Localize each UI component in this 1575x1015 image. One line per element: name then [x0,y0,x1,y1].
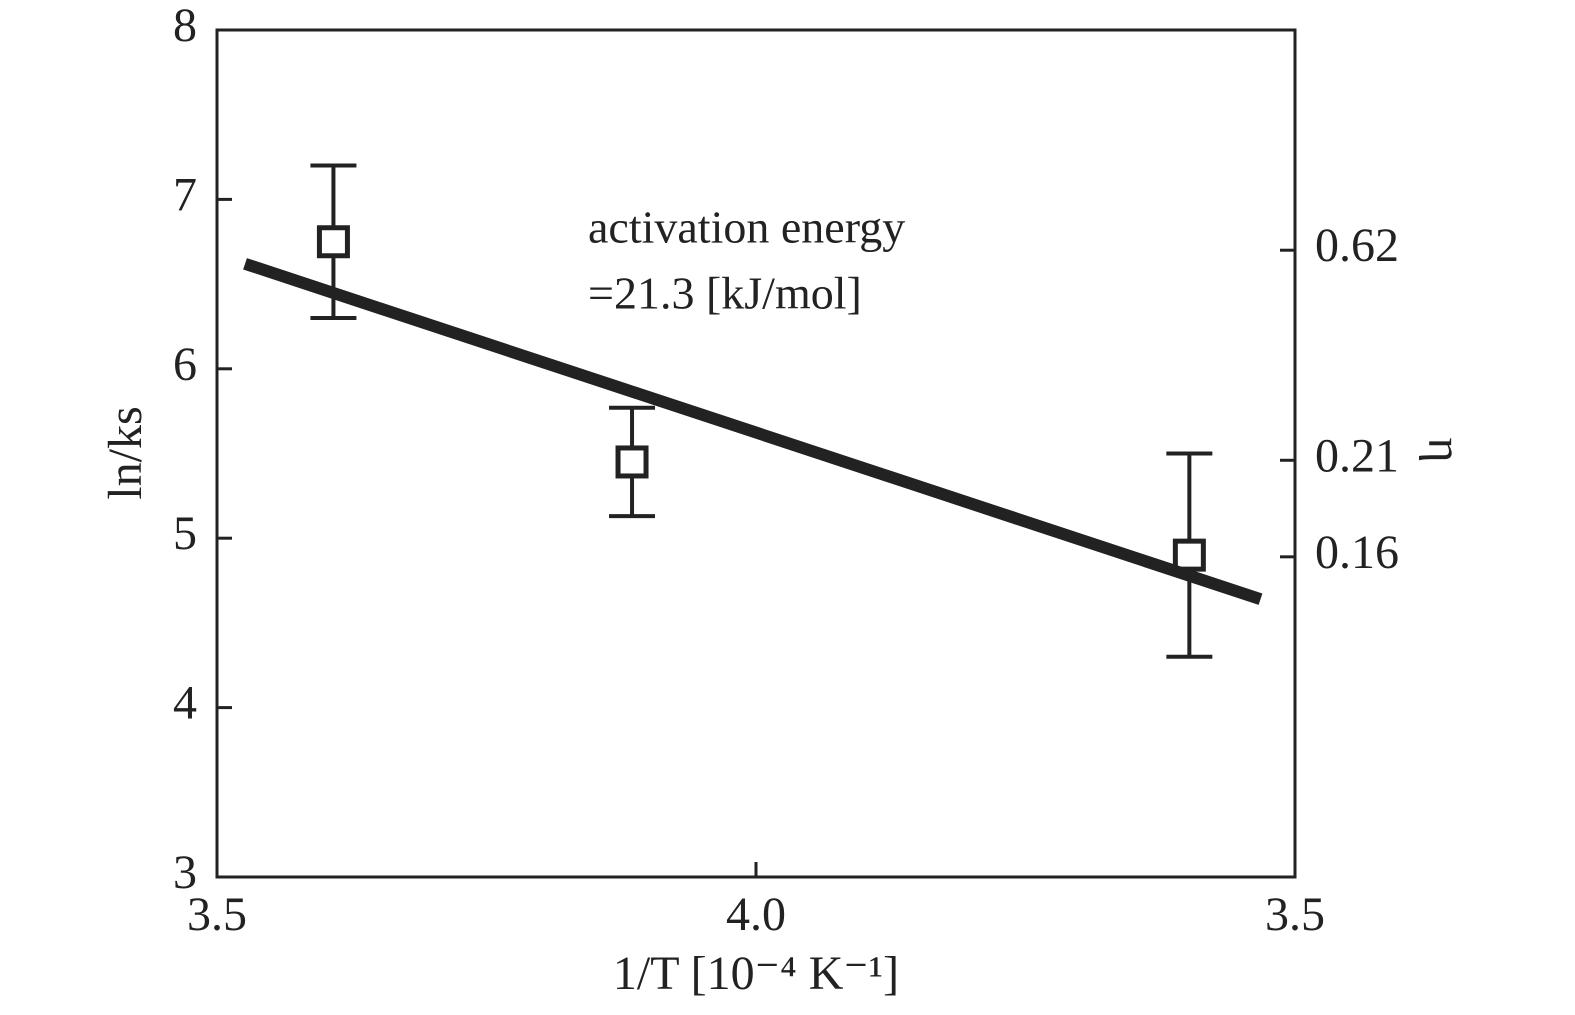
annotation: activation energy [588,202,905,253]
x-tick-label: 4.0 [726,888,786,941]
y2-tick-label: 0.16 [1315,526,1399,579]
marker [615,445,649,479]
marker [1172,538,1206,572]
y2-tick-label: 0.62 [1315,219,1399,272]
y2-axis-label: η [1418,437,1471,462]
x-tick-label: 3.5 [1265,888,1325,941]
x-tick-label: 3.5 [187,888,247,941]
y-tick-label: 6 [173,338,197,391]
y2-tick-label: 0.21 [1315,429,1399,482]
marker [316,225,350,259]
y-tick-label: 4 [173,677,197,730]
plot-frame [215,28,1297,879]
x-axis-label: 1/T [10⁻⁴ K⁻¹] [613,947,899,1000]
y-tick-label: 7 [173,168,197,221]
annotation: =21.3 [kJ/mol] [588,268,862,319]
fit-line [243,258,1263,605]
y-axis-label: ln/ks [99,406,152,499]
y-tick-label: 8 [173,0,197,52]
y-tick-label: 3 [173,846,197,899]
y-tick-label: 5 [173,507,197,560]
